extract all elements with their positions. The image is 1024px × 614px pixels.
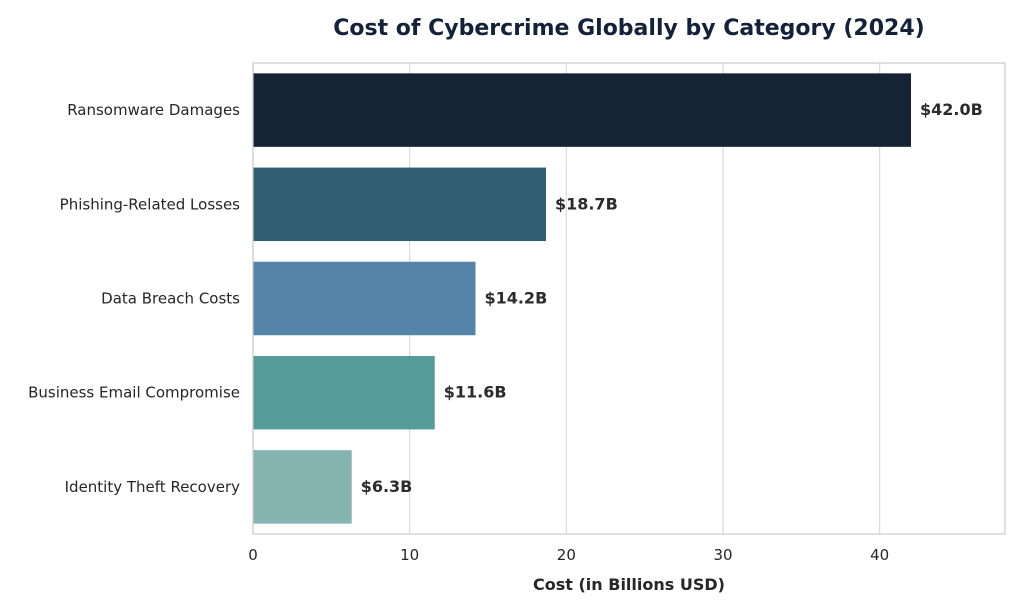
category-label: Phishing-Related Losses bbox=[60, 195, 241, 213]
value-label: $42.0B bbox=[920, 100, 983, 119]
x-axis-label: Cost (in Billions USD) bbox=[533, 575, 725, 594]
bar bbox=[253, 355, 435, 430]
category-label: Data Breach Costs bbox=[101, 290, 240, 308]
bars bbox=[253, 73, 911, 524]
bar bbox=[253, 261, 476, 336]
value-label: $18.7B bbox=[555, 194, 618, 213]
category-label: Business Email Compromise bbox=[28, 384, 240, 402]
x-tick-label: 20 bbox=[557, 546, 576, 564]
chart-title: Cost of Cybercrime Globally by Category … bbox=[333, 16, 924, 41]
x-tick-label: 30 bbox=[713, 546, 732, 564]
category-label: Ransomware Damages bbox=[67, 101, 240, 119]
x-tick-label: 40 bbox=[870, 546, 889, 564]
x-tick-label: 10 bbox=[400, 546, 419, 564]
x-tick-labels: 0 10 20 30 40 bbox=[248, 546, 889, 564]
category-label: Identity Theft Recovery bbox=[65, 478, 240, 496]
bar bbox=[253, 167, 546, 242]
category-labels: Ransomware Damages Phishing-Related Losse… bbox=[28, 101, 240, 496]
plot-frame bbox=[252, 62, 1006, 535]
value-label: $14.2B bbox=[484, 289, 547, 308]
value-label: $11.6B bbox=[444, 383, 507, 402]
bar bbox=[253, 73, 911, 147]
x-tick-label: 0 bbox=[248, 546, 258, 564]
value-label: $6.3B bbox=[361, 477, 413, 496]
bar bbox=[253, 450, 352, 524]
value-labels: $42.0B $18.7B $14.2B $11.6B $6.3B bbox=[361, 100, 983, 496]
